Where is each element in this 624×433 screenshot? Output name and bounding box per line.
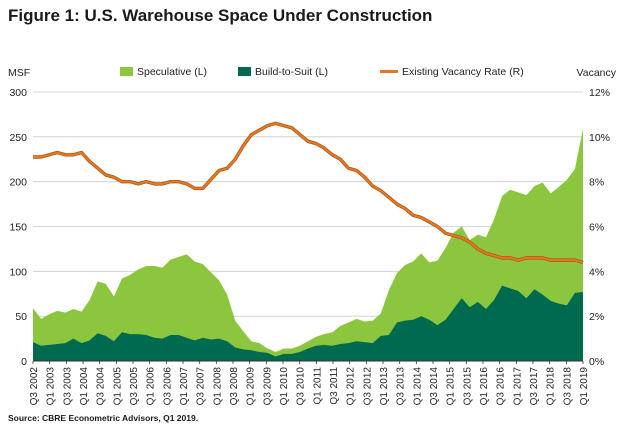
x-tick-label: Q3 2010 [296,367,307,406]
x-tick-label: Q3 2017 [529,367,540,406]
legend-label: Existing Vacancy Rate (R) [402,66,524,78]
y-tick-label: 100 [9,266,27,278]
y2-tick-label: 12% [589,87,610,99]
legend-swatch [120,67,133,76]
x-tick-label: Q1 2019 [579,367,590,406]
x-tick-label: Q1 2010 [279,367,290,406]
y2-tick-label: 2% [589,311,604,323]
x-tick-label: Q1 2016 [479,367,490,406]
x-tick-label: Q3 2002 [29,367,40,406]
y2-tick-label: 6% [589,222,604,234]
x-tick-label: Q3 2004 [96,367,107,406]
x-tick-label: Q3 2014 [429,367,440,406]
chart-title: Figure 1: U.S. Warehouse Space Under Con… [8,6,433,25]
x-tick-label: Q3 2007 [196,367,207,406]
vacancy-line [33,122,584,264]
x-tick-label: Q1 2005 [112,367,123,406]
x-tick-label: Q1 2012 [346,367,357,406]
x-tick-label: Q1 2004 [79,367,90,406]
x-tick-label: Q3 2013 [396,367,407,406]
build-to-suit-area [33,285,583,361]
y-tick-label: 250 [9,132,27,144]
x-tick-label: Q1 2017 [512,367,523,406]
x-tick-label: Q3 2011 [329,367,340,405]
x-tick-label: Q1 2007 [179,367,190,406]
x-tick-label: Q3 2009 [262,367,273,406]
x-tick-label: Q1 2003 [46,367,57,406]
y2-tick-label: 8% [589,177,604,189]
x-tick-label: Q1 2011 [312,367,323,405]
speculative-area [33,128,583,361]
y-axis-label: MSF [8,67,30,79]
legend-label: Speculative (L) [137,66,207,78]
y-tick-label: 50 [15,311,27,323]
x-tick-label: Q1 2018 [546,367,557,406]
y-tick-label: 300 [9,87,27,99]
areas [33,128,583,361]
x-tick-label: Q1 2009 [246,367,257,406]
source-note: Source: CBRE Econometric Advisors, Q1 20… [8,413,199,423]
y2-axis-label: Vacancy [577,67,617,79]
y-tick-label: 200 [9,177,27,189]
y2-tick-label: 0% [589,356,604,368]
legend-label: Build-to-Suit (L) [255,66,328,78]
x-tick-label: Q3 2018 [562,367,573,406]
y2-tick-label: 4% [589,266,604,278]
x-tick-label: Q3 2015 [462,367,473,406]
x-tick-label: Q1 2013 [379,367,390,406]
x-tick-label: Q3 2003 [62,367,73,406]
axes: 0 50 100 150 200 250 300 0% 2% 4% 6% 8% 10% 12% MSF Vac… [8,67,617,405]
y-tick-label: 150 [9,222,27,234]
x-tick-label: Q3 2005 [129,367,140,406]
x-tick-label: Q3 2012 [362,367,373,406]
x-tick-label: Q1 2006 [146,367,157,406]
lines [33,121,584,265]
legend: Speculative (L) Build-to-Suit (L) Existing… [120,66,524,78]
x-tick-label: Q3 2016 [496,367,507,406]
y2-tick-label: 10% [589,132,610,144]
x-tick-label: Q3 2008 [229,367,240,406]
legend-swatch [238,67,251,76]
x-tick-label: Q1 2008 [212,367,223,406]
x-tick-label: Q1 2014 [412,367,423,406]
x-tick-label: Q3 2006 [162,367,173,406]
y-tick-label: 0 [21,356,27,368]
x-tick-label: Q1 2015 [446,367,457,406]
